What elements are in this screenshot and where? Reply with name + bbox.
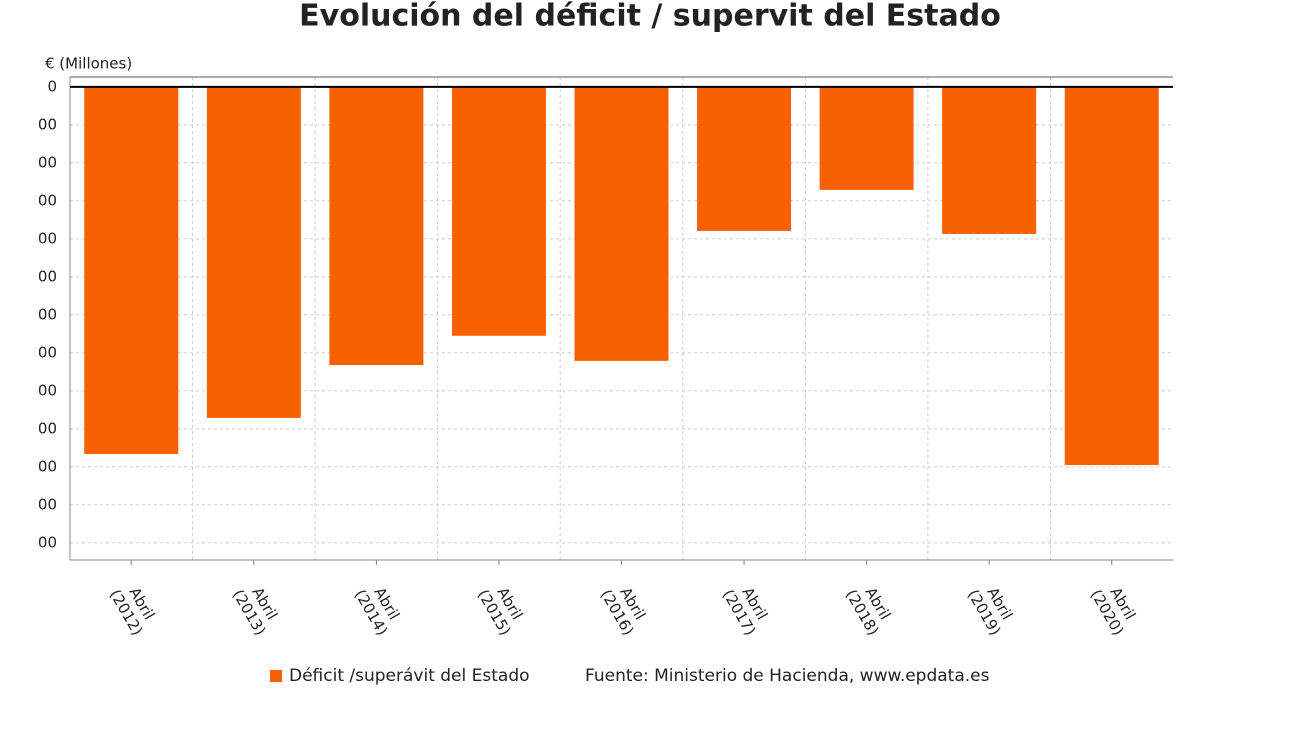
y-tick-label: 00 (38, 495, 57, 513)
y-axis-label: € (Millones) (45, 55, 132, 73)
y-tick-label: 00 (38, 457, 57, 475)
bar (206, 86, 301, 418)
bar (819, 86, 914, 190)
bar (697, 86, 792, 231)
y-tick-label: 0 (47, 77, 57, 95)
y-tick-label: 00 (38, 419, 57, 437)
y-tick-label: 00 (38, 343, 57, 361)
legend-swatch (270, 670, 282, 682)
legend-label: Déficit /superávit del Estado (289, 666, 530, 686)
y-tick-label: 00 (38, 267, 57, 285)
chart-title: Evolución del déficit / supervit del Est… (299, 0, 1001, 34)
y-tick-label: 00 (38, 153, 57, 171)
bar (574, 86, 669, 361)
y-tick-label: 00 (38, 115, 57, 133)
y-tick-label: 00 (38, 381, 57, 399)
bar (1064, 86, 1159, 465)
y-tick-label: 00 (38, 229, 57, 247)
bar (329, 86, 424, 366)
y-tick-label: 00 (38, 191, 57, 209)
bar (451, 86, 546, 336)
y-tick-label: 00 (38, 305, 57, 323)
source: Fuente: Ministerio de Hacienda, www.epda… (585, 666, 990, 686)
bar (942, 86, 1037, 234)
y-tick-label: 00 (38, 533, 57, 551)
bar (84, 86, 179, 454)
